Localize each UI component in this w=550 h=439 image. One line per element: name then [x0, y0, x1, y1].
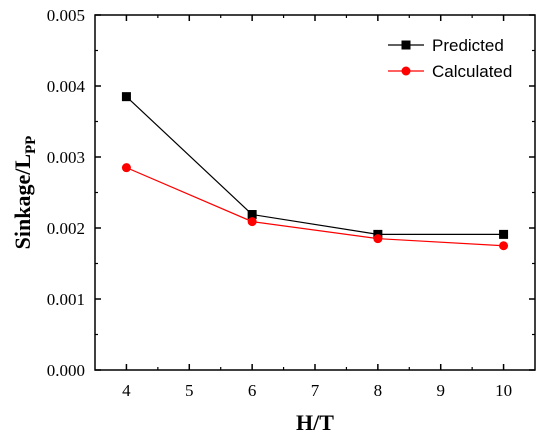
- legend-calculated-label: Calculated: [432, 62, 512, 81]
- x-tick-label: 9: [436, 381, 445, 400]
- calculated-point: [373, 234, 383, 244]
- predicted-line: [126, 96, 504, 235]
- predicted-point: [121, 92, 131, 102]
- x-tick-label: 8: [374, 381, 383, 400]
- y-axis-title-main: Sinkage/L: [10, 154, 35, 249]
- calculated-point: [499, 241, 509, 251]
- calculated-point: [121, 163, 131, 173]
- y-axis-ticks: 0.000 0.001 0.002 0.003 0.004 0.005: [47, 6, 535, 380]
- y-tick-label: 0.001: [47, 290, 85, 309]
- y-tick-label: 0.002: [47, 219, 85, 238]
- y-axis-title: Sinkage/LPP: [10, 136, 39, 250]
- x-tick-label: 4: [122, 381, 131, 400]
- y-tick-label: 0.003: [47, 148, 85, 167]
- calculated-point: [247, 217, 257, 227]
- series-layer: [121, 92, 509, 251]
- x-axis-ticks: 4 5 6 7 8 9 10: [122, 15, 512, 400]
- x-axis-title: H/T: [296, 410, 334, 435]
- y-tick-label: 0.005: [47, 6, 85, 25]
- legend-calculated-marker: [401, 66, 411, 76]
- predicted-point: [499, 229, 509, 239]
- legend-predicted-label: Predicted: [432, 36, 504, 55]
- legend: Predicted Calculated: [388, 36, 512, 81]
- x-tick-label: 10: [495, 381, 512, 400]
- y-tick-label: 0.004: [47, 77, 86, 96]
- predicted-point: [247, 210, 257, 220]
- y-axis-title-subscript: PP: [23, 136, 39, 154]
- legend-predicted-marker: [401, 40, 411, 50]
- x-tick-label: 7: [311, 381, 320, 400]
- y-tick-label: 0.000: [47, 361, 85, 380]
- x-tick-label: 5: [185, 381, 194, 400]
- calculated-line: [126, 167, 504, 247]
- x-tick-label: 6: [248, 381, 257, 400]
